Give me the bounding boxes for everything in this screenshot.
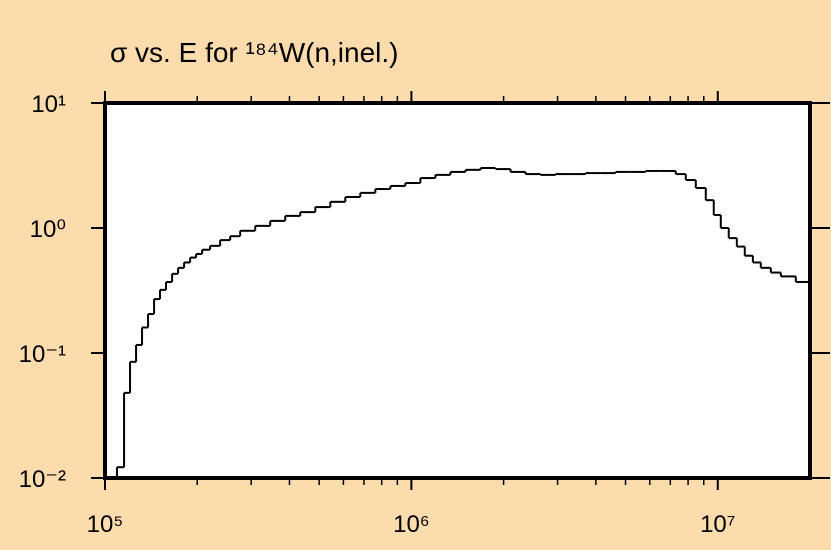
y-tick-label: 10⁻² — [19, 466, 66, 493]
chart-title: σ vs. E for ¹⁸⁴W(n,inel.) — [110, 37, 399, 68]
x-tick-label: 10⁷ — [700, 511, 735, 538]
y-tick-label: 10⁰ — [30, 216, 66, 243]
plot-frame — [103, 101, 812, 480]
x-tick-label: 10⁶ — [393, 511, 430, 538]
plot-area — [105, 103, 810, 478]
series — [115, 166, 810, 478]
x-tick-label: 10⁵ — [87, 511, 124, 538]
ticks: 10⁻² 10⁻¹ 10⁰ 10¹ 10⁵ 10⁶ 10⁷ — [19, 91, 830, 538]
y-tick-label: 10⁻¹ — [19, 341, 66, 368]
y-tick-label: 10¹ — [31, 91, 66, 118]
